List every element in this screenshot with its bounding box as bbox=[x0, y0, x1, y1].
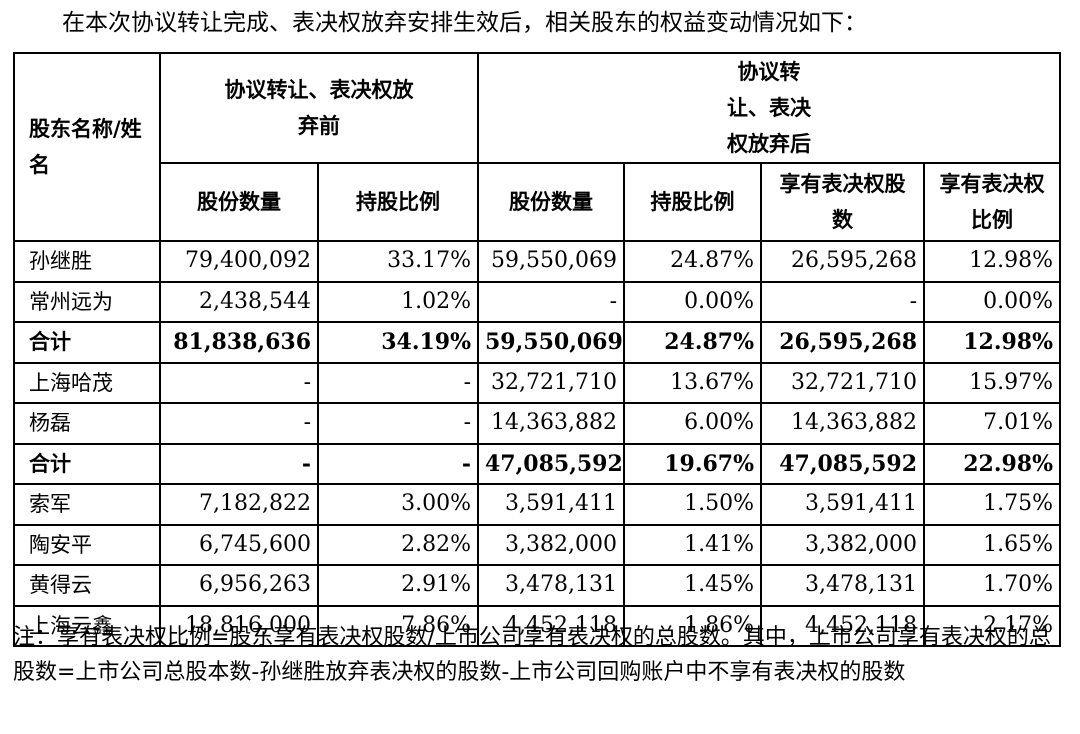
header-shares-before: 股份数量 bbox=[159, 162, 319, 242]
ratio-before-cell: 7.86% bbox=[317, 604, 479, 647]
shares-before-cell: 6,745,600 bbox=[159, 523, 319, 566]
voting-ratio-cell: 1.70% bbox=[923, 564, 1061, 607]
shareholder-name-cell: 黄得云 bbox=[13, 564, 161, 607]
table-total-row: 合计 81,838,636 34.19% 59,550,069 24.87% 26,595… bbox=[13, 321, 1061, 364]
table-row: 索军 7,182,822 3.00% 3,591,411 1.50% 3,591,411 1… bbox=[13, 483, 1061, 526]
ratio-after-cell: 24.87% bbox=[623, 240, 762, 283]
table-row: 陶安平 6,745,600 2.82% 3,382,000 1.41% 3,382,000… bbox=[13, 523, 1061, 566]
table-row: 杨磊 - -14,363,882 6.00% 14,363,882 7.01% bbox=[13, 402, 1061, 445]
shares-after-cell: - bbox=[477, 280, 625, 323]
ratio-after-cell: 24.87% bbox=[623, 321, 762, 364]
shares-after-cell: 59,550,069 bbox=[477, 240, 625, 283]
ratio-before-cell: 1.02% bbox=[317, 280, 479, 323]
shares-after-cell: 3,382,000 bbox=[477, 523, 625, 566]
shares-before-cell: 79,400,092 bbox=[159, 240, 319, 283]
voting-shares-cell: 3,591,411 bbox=[760, 483, 925, 526]
ratio-before-cell: - bbox=[317, 361, 479, 404]
shareholder-name-cell: 孙继胜 bbox=[13, 240, 161, 283]
ratio-after-cell: 1.41% bbox=[623, 523, 762, 566]
ratio-before-cell: 2.82% bbox=[317, 523, 479, 566]
shareholder-name-cell: 上海哈茂 bbox=[13, 361, 161, 404]
shares-after-cell: 4,452,118 bbox=[477, 604, 625, 647]
voting-shares-cell: 3,382,000 bbox=[760, 523, 925, 566]
shareholder-name-cell: 常州远为 bbox=[13, 280, 161, 323]
voting-ratio-cell: 7.01% bbox=[923, 402, 1061, 445]
ratio-before-cell: - bbox=[317, 442, 479, 485]
ratio-before-cell: - bbox=[317, 402, 479, 445]
voting-ratio-cell: 1.75% bbox=[923, 483, 1061, 526]
voting-shares-cell: 47,085,592 bbox=[760, 442, 925, 485]
voting-ratio-cell: 12.98% bbox=[923, 240, 1061, 283]
voting-shares-cell: 26,595,268 bbox=[760, 321, 925, 364]
ratio-before-cell: 3.00% bbox=[317, 483, 479, 526]
ratio-after-cell: 13.67% bbox=[623, 361, 762, 404]
table-row: 常州远为 2,438,544 1.02% -0.00% -0.00% bbox=[13, 280, 1061, 323]
voting-shares-cell: 14,363,882 bbox=[760, 402, 925, 445]
table-row: 上海云鑫 18,816,000 7.86% 4,452,118 1.86% 4,452,1… bbox=[13, 604, 1061, 647]
voting-ratio-cell: 0.00% bbox=[923, 280, 1061, 323]
voting-ratio-cell: 22.98% bbox=[923, 442, 1061, 485]
shares-after-cell: 14,363,882 bbox=[477, 402, 625, 445]
shareholder-name-cell: 陶安平 bbox=[13, 523, 161, 566]
ratio-after-cell: 6.00% bbox=[623, 402, 762, 445]
ratio-after-cell: 1.86% bbox=[623, 604, 762, 647]
shares-before-cell: 81,838,636 bbox=[159, 321, 319, 364]
shares-after-cell: 32,721,710 bbox=[477, 361, 625, 404]
equity-change-table: 股东名称/姓名 协议转让、表决权放弃前 协议转让、表决权放弃后 股份数量 持股比… bbox=[13, 52, 1061, 647]
footnote: 注：享有表决权比例=股东享有表决权股数/上市公司享有表决权的总股数。其中，上市公… bbox=[13, 625, 1051, 685]
shareholder-name-cell: 合计 bbox=[13, 321, 161, 364]
shareholder-name-cell: 杨磊 bbox=[13, 402, 161, 445]
voting-shares-cell: 32,721,710 bbox=[760, 361, 925, 404]
voting-shares-cell: 3,478,131 bbox=[760, 564, 925, 607]
ratio-after-cell: 19.67% bbox=[623, 442, 762, 485]
table-row: 孙继胜 79,400,092 33.17% 59,550,069 24.87% 26,59… bbox=[13, 240, 1061, 283]
shares-after-cell: 3,478,131 bbox=[477, 564, 625, 607]
ratio-after-cell: 1.50% bbox=[623, 483, 762, 526]
shares-before-cell: - bbox=[159, 402, 319, 445]
voting-ratio-cell: 12.98% bbox=[923, 321, 1061, 364]
shares-after-cell: 3,591,411 bbox=[477, 483, 625, 526]
ratio-before-cell: 33.17% bbox=[317, 240, 479, 283]
shareholder-name-cell: 上海云鑫 bbox=[13, 604, 161, 647]
shares-before-cell: 2,438,544 bbox=[159, 280, 319, 323]
ratio-before-cell: 2.91% bbox=[317, 564, 479, 607]
table-body: 孙继胜 79,400,092 33.17% 59,550,069 24.87% 26,59… bbox=[13, 240, 1061, 647]
header-group-after: 协议转让、表决权放弃后 bbox=[477, 52, 1061, 164]
voting-ratio-cell: 1.65% bbox=[923, 523, 1061, 566]
shares-after-cell: 59,550,069 bbox=[477, 321, 625, 364]
header-ratio-after: 持股比例 bbox=[623, 162, 762, 242]
intro-text: 在本次协议转让完成、表决权放弃安排生效后，相关股东的权益变动情况如下： bbox=[62, 10, 867, 36]
shares-before-cell: 6,956,263 bbox=[159, 564, 319, 607]
header-shares-after: 股份数量 bbox=[477, 162, 625, 242]
shares-before-cell: - bbox=[159, 361, 319, 404]
shares-before-cell: 18,816,000 bbox=[159, 604, 319, 647]
ratio-after-cell: 1.45% bbox=[623, 564, 762, 607]
voting-ratio-cell: 2.17% bbox=[923, 604, 1061, 647]
voting-ratio-cell: 15.97% bbox=[923, 361, 1061, 404]
shareholder-name-cell: 索军 bbox=[13, 483, 161, 526]
shares-after-cell: 47,085,592 bbox=[477, 442, 625, 485]
header-ratio-before: 持股比例 bbox=[317, 162, 479, 242]
header-voting-ratio: 享有表决权比例 bbox=[923, 162, 1061, 242]
shareholder-name-cell: 合计 bbox=[13, 442, 161, 485]
header-voting-shares: 享有表决权股数 bbox=[760, 162, 925, 242]
table-total-row: 合计 - -47,085,592 19.67% 47,085,592 22.98% bbox=[13, 442, 1061, 485]
voting-shares-cell: - bbox=[760, 280, 925, 323]
shares-before-cell: - bbox=[159, 442, 319, 485]
header-shareholder-name: 股东名称/姓名 bbox=[13, 52, 161, 242]
voting-shares-cell: 4,452,118 bbox=[760, 604, 925, 647]
table-row: 黄得云 6,956,263 2.91% 3,478,131 1.45% 3,478,131… bbox=[13, 564, 1061, 607]
voting-shares-cell: 26,595,268 bbox=[760, 240, 925, 283]
shares-before-cell: 7,182,822 bbox=[159, 483, 319, 526]
table-row: 上海哈茂 - -32,721,710 13.67% 32,721,710 15.97% bbox=[13, 361, 1061, 404]
header-group-before: 协议转让、表决权放弃前 bbox=[159, 52, 479, 164]
ratio-before-cell: 34.19% bbox=[317, 321, 479, 364]
ratio-after-cell: 0.00% bbox=[623, 280, 762, 323]
